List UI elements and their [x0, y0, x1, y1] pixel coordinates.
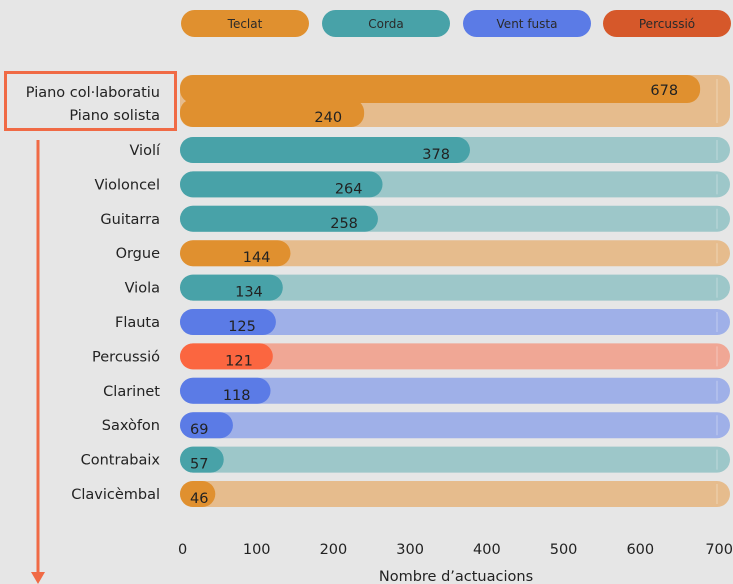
bar-clavicembal [180, 481, 216, 507]
x-tick-label-500: 500 [550, 542, 578, 558]
category-label-orgue: Orgue [116, 246, 161, 262]
track-percussio [180, 343, 730, 370]
bar-contrabaix [180, 446, 224, 473]
legend: Teclat Corda Vent fusta Percussió [181, 10, 731, 37]
x-axis: 0 100 200 300 400 500 600 700 Nombre d’actuacion… [178, 542, 733, 584]
value-label-percussio: 121 [225, 353, 253, 369]
bar-guitarra [180, 205, 378, 232]
track-viola [180, 274, 730, 301]
category-label-percussio: Percussió [92, 349, 160, 365]
legend-label-vent-fusta: Vent fusta [497, 17, 558, 31]
category-label-guitarra: Guitarra [100, 212, 160, 228]
category-label-saxofon: Saxòfon [102, 418, 160, 434]
legend-swatch-vent-fusta [463, 10, 591, 37]
highlight-box [4, 71, 177, 131]
bar-orgue [180, 240, 291, 267]
value-label-guitarra: 258 [330, 216, 358, 232]
legend-swatch-percussio [603, 10, 731, 37]
x-tick-label-0: 0 [178, 542, 187, 558]
value-label-clarinet: 118 [223, 388, 251, 404]
category-label-flauta: Flauta [115, 315, 160, 331]
bar-piano-solista [180, 99, 365, 127]
category-label-piano-col-laboratiu: Piano col·laboratiu [26, 85, 160, 101]
x-tick-label-400: 400 [473, 542, 501, 558]
category-label-violoncel: Violoncel [94, 177, 160, 193]
value-label-flauta: 125 [228, 319, 256, 335]
x-tick-label-700: 700 [705, 542, 733, 558]
value-label-violoncel: 264 [335, 181, 363, 197]
category-label-piano-solista: Piano solista [69, 108, 160, 124]
x-tick-label-600: 600 [626, 542, 654, 558]
value-label-violi: 378 [422, 147, 450, 163]
bars: 678 240 378 264 258 144 134 125 121 118 69 57 46 [180, 75, 701, 507]
category-labels: Piano col·laboratiu Piano solista Violí Vio… [26, 85, 161, 503]
highlight-annotation [4, 71, 177, 584]
category-label-contrabaix: Contrabaix [81, 453, 161, 469]
track-clarinet [180, 377, 730, 404]
value-label-piano-solista: 240 [314, 110, 342, 126]
bar-viola [180, 274, 283, 301]
category-label-violi: Violí [129, 143, 161, 159]
track-orgue [180, 240, 730, 267]
value-label-clavicembal: 46 [190, 491, 208, 507]
value-label-contrabaix: 57 [190, 457, 208, 473]
bar-saxofon [180, 412, 233, 439]
category-label-clavicembal: Clavicèmbal [71, 487, 160, 503]
value-label-piano-col-laboratiu: 678 [650, 83, 678, 99]
value-label-orgue: 144 [243, 250, 271, 266]
track-saxofon [180, 412, 730, 439]
track-contrabaix [180, 446, 730, 473]
legend-label-teclat: Teclat [227, 17, 263, 31]
x-tick-label-200: 200 [320, 542, 348, 558]
value-label-viola: 134 [235, 285, 263, 301]
highlight-arrow-head [31, 572, 45, 584]
track-clavicembal [180, 481, 730, 507]
x-tick-label-300: 300 [396, 542, 424, 558]
x-axis-title: Nombre d’actuacions [379, 569, 533, 584]
bar-clarinet [180, 377, 271, 404]
x-tick-label-100: 100 [243, 542, 271, 558]
bar-violi [180, 137, 470, 163]
legend-swatch-corda [322, 10, 450, 37]
legend-label-percussio: Percussió [639, 17, 695, 31]
track-flauta [180, 309, 730, 335]
value-label-saxofon: 69 [190, 422, 208, 438]
category-label-viola: Viola [125, 281, 160, 297]
legend-label-corda: Corda [368, 17, 403, 31]
bar-percussio [180, 343, 273, 370]
bar-flauta [180, 309, 276, 335]
category-label-clarinet: Clarinet [103, 384, 160, 400]
bar-piano-col-laboratiu [180, 75, 701, 103]
bar-violoncel [180, 171, 383, 198]
legend-swatch-teclat [181, 10, 309, 37]
